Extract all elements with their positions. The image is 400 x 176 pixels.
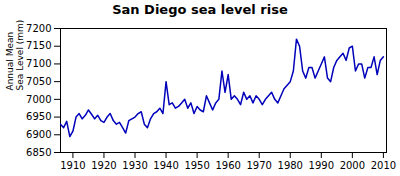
svg-text:1910: 1910 — [60, 160, 85, 171]
svg-text:2010: 2010 — [371, 160, 396, 171]
svg-text:7150: 7150 — [26, 40, 51, 51]
svg-text:1920: 1920 — [91, 160, 116, 171]
svg-text:1990: 1990 — [309, 160, 334, 171]
svg-text:2000: 2000 — [340, 160, 365, 171]
svg-text:6900: 6900 — [26, 129, 51, 140]
svg-text:7100: 7100 — [26, 58, 51, 69]
svg-text:1950: 1950 — [184, 160, 209, 171]
svg-text:1930: 1930 — [122, 160, 147, 171]
svg-text:7050: 7050 — [26, 76, 51, 87]
svg-text:Annual MeanSea Level (mm): Annual MeanSea Level (mm) — [5, 20, 25, 91]
svg-text:7200: 7200 — [26, 23, 51, 34]
svg-text:1980: 1980 — [278, 160, 303, 171]
svg-text:1960: 1960 — [215, 160, 240, 171]
svg-text:7000: 7000 — [26, 94, 51, 105]
svg-text:6950: 6950 — [26, 111, 51, 122]
svg-text:1970: 1970 — [246, 160, 271, 171]
svg-text:1940: 1940 — [153, 160, 178, 171]
html-text:San Diego sea level rise: San Diego sea level rise — [112, 2, 288, 17]
svg-text:6850: 6850 — [26, 147, 51, 158]
